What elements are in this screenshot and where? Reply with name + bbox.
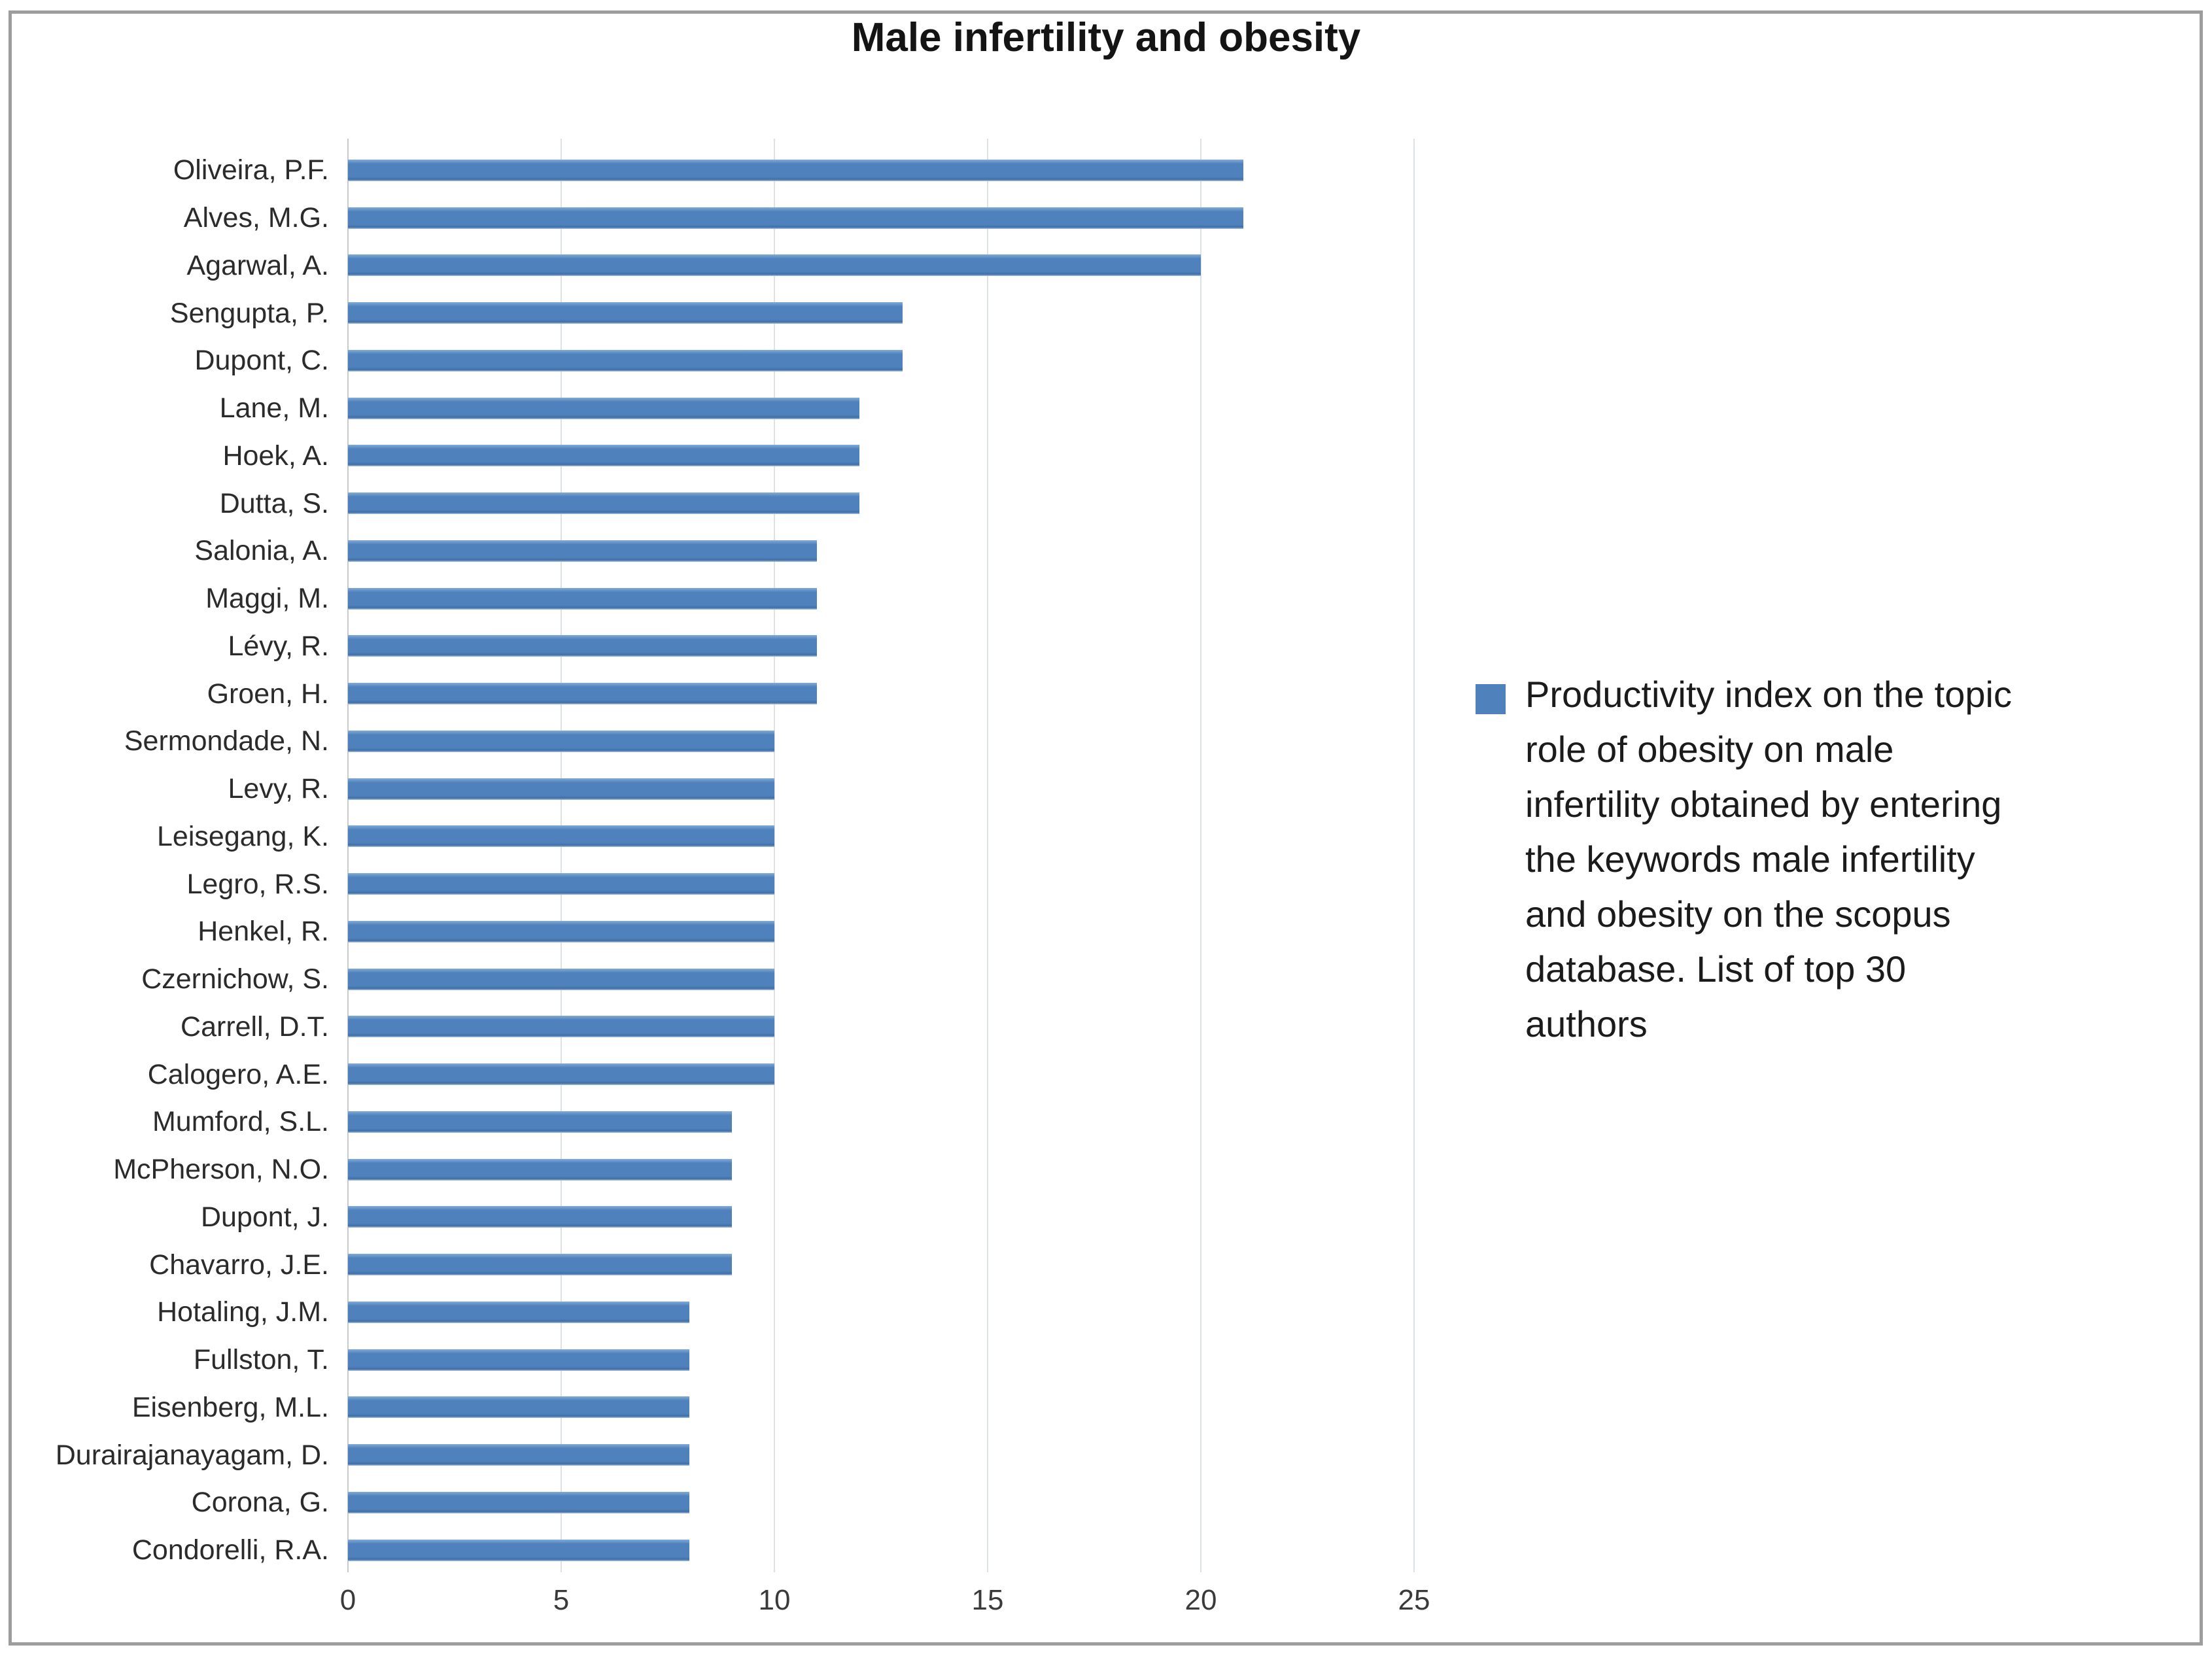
category-label: Agarwal, A. — [186, 249, 330, 281]
bar — [348, 1396, 689, 1419]
y-axis-line — [347, 139, 349, 1572]
category-label: Lévy, R. — [228, 630, 329, 662]
bar — [348, 492, 860, 515]
bar — [348, 1206, 732, 1228]
gridline-x-15 — [987, 139, 988, 1572]
bar — [348, 1349, 689, 1371]
bar — [348, 920, 774, 942]
bar — [348, 635, 818, 657]
bar — [348, 445, 860, 467]
bar — [348, 1301, 689, 1323]
category-label: Hotaling, J.M. — [157, 1296, 329, 1328]
x-tick-label: 5 — [553, 1584, 570, 1616]
category-label: Dupont, C. — [194, 345, 329, 377]
category-label: Fullston, T. — [193, 1344, 329, 1376]
bar — [348, 1063, 774, 1086]
bar — [348, 1158, 732, 1181]
category-label: Condorelli, R.A. — [131, 1534, 329, 1566]
category-label: Alves, M.G. — [183, 202, 329, 234]
legend-swatch — [1476, 684, 1506, 714]
x-tick-label: 20 — [1184, 1584, 1217, 1616]
gridline-x-25 — [1413, 139, 1415, 1572]
x-tick-label: 0 — [339, 1584, 356, 1616]
category-label: McPherson, N.O. — [113, 1154, 329, 1186]
bar — [348, 730, 774, 752]
bar — [348, 397, 860, 419]
category-label: Czernichow, S. — [141, 963, 329, 995]
bar — [348, 1111, 732, 1133]
bar — [348, 968, 774, 990]
category-label: Sermondade, N. — [124, 725, 329, 757]
x-tick-label: 15 — [971, 1584, 1004, 1616]
category-label: Oliveira, P.F. — [173, 154, 329, 186]
bar — [348, 1491, 689, 1513]
gridline-x-10 — [774, 139, 775, 1572]
bar — [348, 1016, 774, 1038]
gridline-x-20 — [1200, 139, 1201, 1572]
bar — [348, 778, 774, 800]
bar — [348, 349, 903, 371]
x-tick-label: 10 — [758, 1584, 791, 1616]
gridline-x-5 — [561, 139, 562, 1572]
bar — [348, 683, 818, 705]
legend-label: Productivity index on the topic role of … — [1525, 674, 2012, 1044]
category-label: Dupont, J. — [201, 1201, 329, 1233]
category-label: Groen, H. — [207, 678, 329, 710]
category-label: Carrell, D.T. — [181, 1010, 329, 1043]
category-label: Levy, R. — [228, 773, 329, 805]
category-label: Corona, G. — [191, 1487, 329, 1519]
category-label: Salonia, A. — [194, 535, 329, 567]
category-label: Leisegang, K. — [157, 820, 329, 852]
bar — [348, 302, 903, 324]
category-label: Hoek, A. — [222, 440, 329, 472]
bar — [348, 1254, 732, 1276]
category-label: Henkel, R. — [198, 916, 329, 948]
chart-title: Male infertility and obesity — [851, 15, 1361, 60]
bar — [348, 825, 774, 848]
bar — [348, 1444, 689, 1466]
bar — [348, 873, 774, 895]
bar — [348, 1539, 689, 1561]
bar — [348, 159, 1244, 181]
category-label: Sengupta, P. — [169, 297, 329, 329]
bar — [348, 254, 1201, 277]
bar — [348, 207, 1244, 229]
category-label: Lane, M. — [219, 392, 329, 424]
category-label: Maggi, M. — [205, 583, 329, 615]
category-label: Dutta, S. — [219, 487, 329, 519]
bar — [348, 587, 818, 610]
category-label: Calogero, A.E. — [147, 1058, 329, 1090]
category-label: Legro, R.S. — [186, 868, 330, 900]
category-label: Eisenberg, M.L. — [131, 1391, 329, 1423]
category-label: Mumford, S.L. — [152, 1106, 329, 1138]
x-tick-label: 25 — [1398, 1584, 1430, 1616]
category-label: Durairajanayagam, D. — [55, 1439, 329, 1471]
bar — [348, 540, 818, 562]
category-label: Chavarro, J.E. — [149, 1249, 329, 1281]
